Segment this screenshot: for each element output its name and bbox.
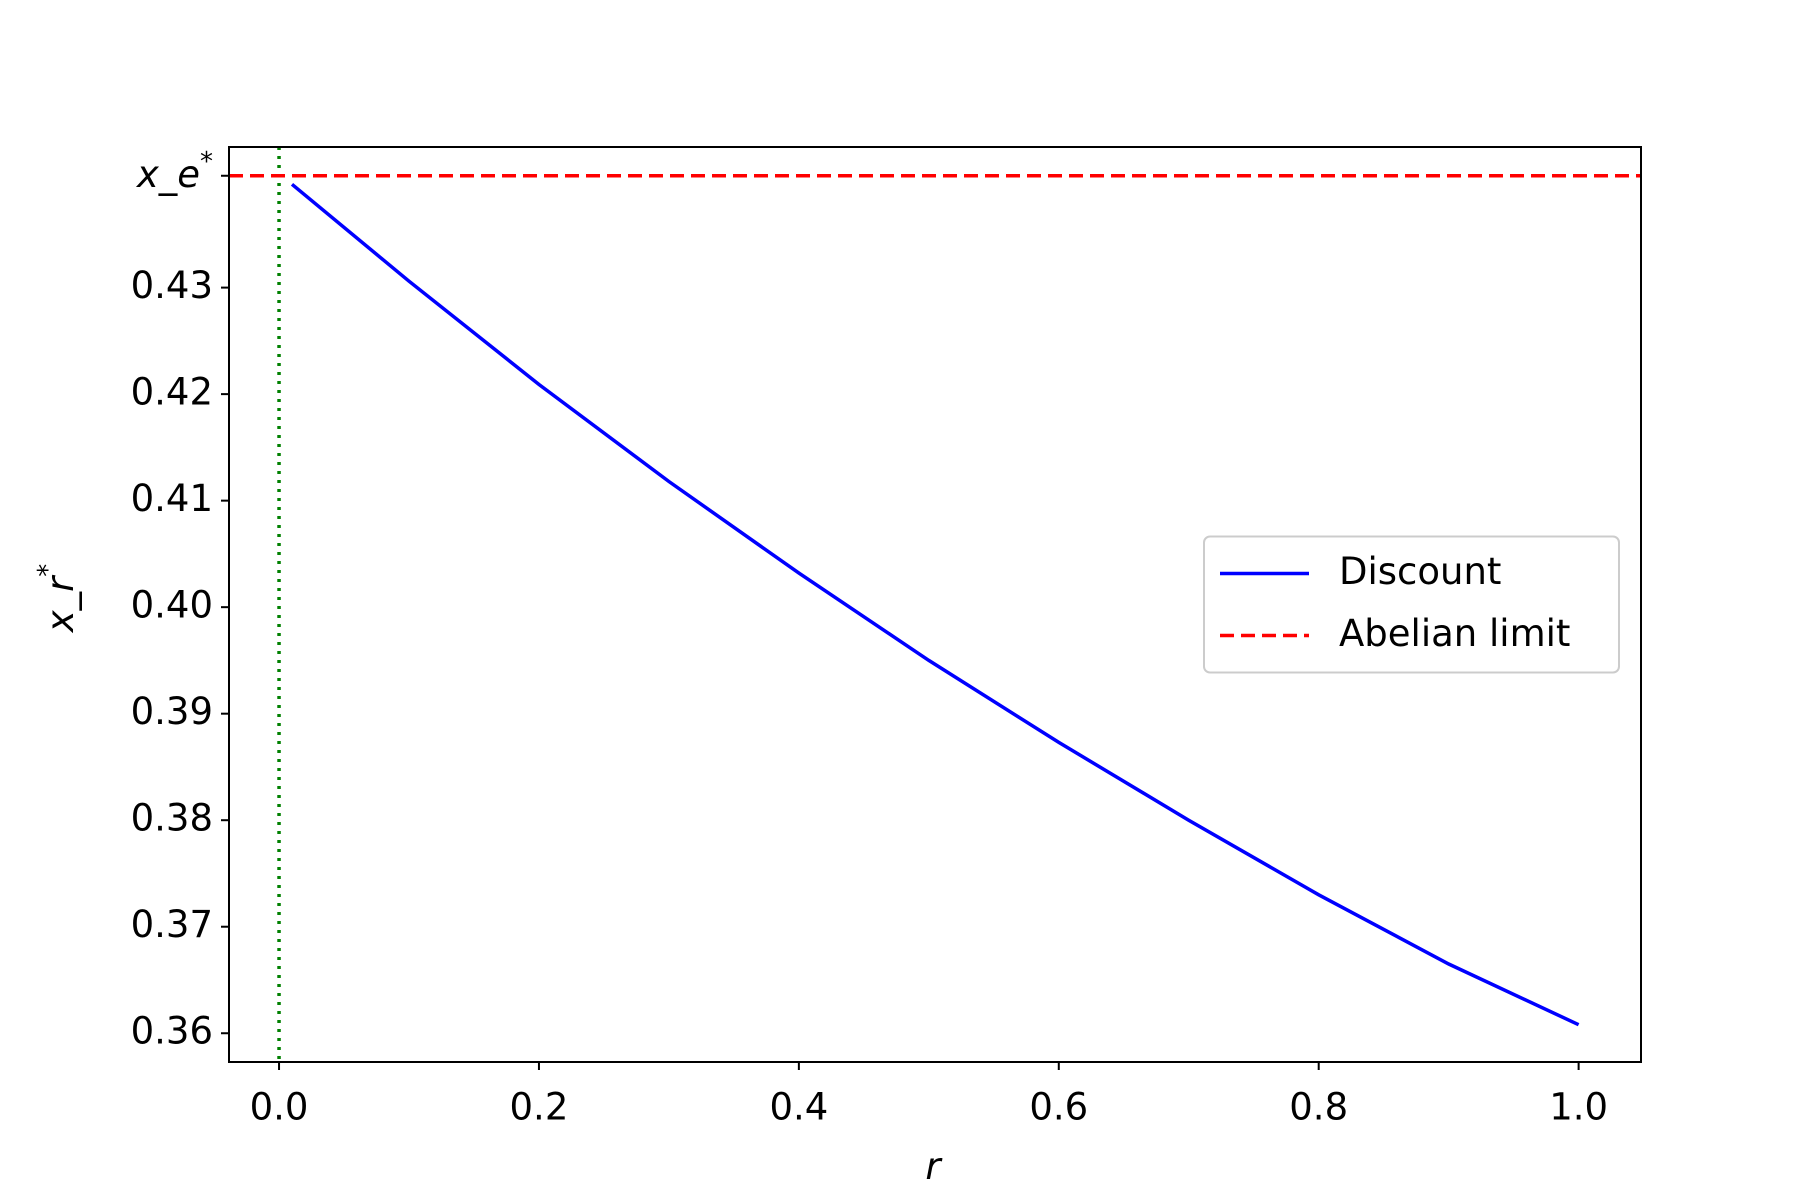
- data-line: [290, 182, 1580, 1027]
- y-tick-label: 0.43: [131, 264, 213, 307]
- legend-label: Discount: [1339, 550, 1501, 593]
- x-tick-label: 0.2: [510, 1086, 569, 1129]
- y-tick-label: 0.38: [131, 797, 213, 840]
- y-tick-label: 0.37: [131, 903, 213, 946]
- y-tick-label: 0.41: [131, 477, 213, 520]
- y-tick-label: x_e*: [136, 146, 213, 195]
- y-tick-label: 0.42: [131, 371, 213, 414]
- legend-label: Abelian limit: [1339, 612, 1570, 655]
- x-tick-label: 1.0: [1549, 1086, 1608, 1129]
- x-tick-label: 0.6: [1029, 1086, 1088, 1129]
- x-axis-label: r: [925, 1145, 943, 1188]
- plot-frame: [228, 146, 1642, 1063]
- y-tick-label: 0.40: [131, 584, 213, 627]
- x-tick-label: 0.0: [250, 1086, 309, 1129]
- x-tick-label: 0.4: [769, 1086, 828, 1129]
- legend-box: [1203, 535, 1620, 674]
- x-tick-label: 0.8: [1289, 1086, 1348, 1129]
- y-tick-label: 0.39: [131, 690, 213, 733]
- y-tick-label: 0.36: [131, 1010, 213, 1053]
- y-axis-label: x_r*: [33, 564, 82, 634]
